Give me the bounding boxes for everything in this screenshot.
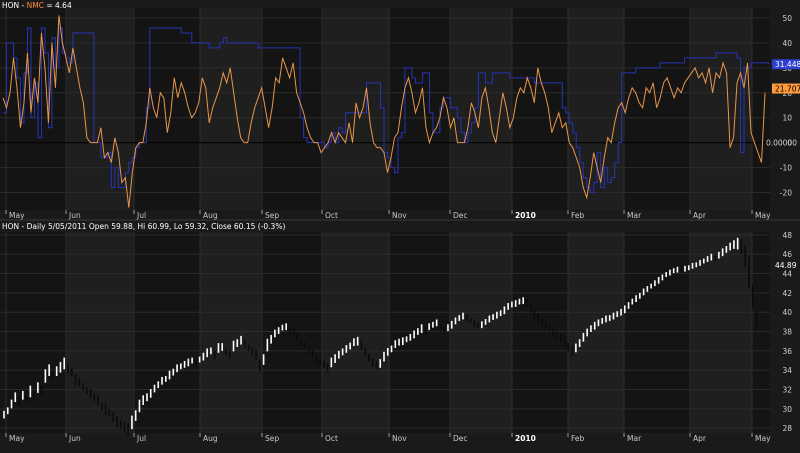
x-tick-label: Mar (627, 434, 642, 443)
series-line-blue (3, 27, 769, 194)
x-tick-label: Jul (136, 434, 146, 443)
x-tick-label: Dec (453, 434, 468, 443)
x-tick-label: Aug (203, 211, 218, 220)
month-band (512, 8, 568, 210)
x-tick-label: Apr (693, 434, 707, 443)
y-tick-label: 38 (782, 328, 792, 337)
y-tick-label-zero: 0.00000 (766, 139, 797, 148)
month-band (389, 232, 450, 433)
x-tick-label: Aug (203, 434, 218, 443)
x-tick-label: Dec (453, 211, 468, 220)
y-tick-label: 0 (787, 139, 792, 148)
x-tick-label: Feb (571, 434, 585, 443)
month-band (512, 232, 568, 433)
x-tick-label: Feb (571, 211, 585, 220)
y-tick-label: 40 (782, 39, 792, 48)
value-marker-label: 21.7077 (775, 85, 800, 94)
month-band (134, 232, 200, 433)
month-band (690, 8, 752, 210)
month-band (624, 8, 690, 210)
y-tick-label: 30 (782, 405, 792, 414)
month-band (262, 232, 322, 433)
y-tick-label: 42 (782, 289, 792, 298)
y-tick-label: 34 (782, 366, 792, 375)
x-tick-label: Oct (325, 434, 338, 443)
y-tick-label: 46 (782, 250, 792, 259)
indicator-title: HON - NMC = 4.64 (2, 1, 72, 10)
value-marker-orange (772, 83, 800, 94)
month-band (322, 232, 389, 433)
x-tick-label: May (755, 211, 771, 220)
x-tick-label: Jul (136, 211, 146, 220)
month-band (450, 232, 512, 433)
month-band (134, 8, 200, 210)
series-line-nmc (2, 15, 766, 208)
x-tick-label: Apr (693, 211, 707, 220)
month-band (200, 8, 262, 210)
month-band (0, 8, 66, 210)
month-band (568, 8, 624, 210)
indicator-title-value: = 4.64 (44, 1, 72, 10)
x-tick-label: May (755, 434, 771, 443)
month-band (66, 232, 134, 433)
indicator-title-sep: - (19, 1, 26, 10)
x-tick-label: Sep (265, 211, 279, 220)
y-tick-label: 48 (782, 231, 792, 240)
value-marker-label: 31.4489 (775, 60, 800, 69)
x-tick-label: Sep (265, 434, 279, 443)
y-tick-label: -20 (780, 189, 792, 198)
month-band (389, 8, 450, 210)
x-tick-label: 2010 (515, 211, 536, 220)
month-band (752, 8, 770, 210)
indicator-title-name: NMC (27, 1, 44, 10)
x-tick-label: Jun (68, 434, 81, 443)
month-band (200, 232, 262, 433)
month-band (0, 232, 66, 433)
x-tick-label: Nov (392, 211, 407, 220)
x-tick-label: Jun (68, 211, 81, 220)
x-tick-label: May (9, 211, 25, 220)
indicator-title-symbol: HON (2, 1, 19, 10)
last-price-label: 44.89 (775, 261, 797, 270)
x-tick-label: Oct (325, 211, 338, 220)
month-band (66, 8, 134, 210)
month-band (262, 8, 322, 210)
y-tick-label: 40 (782, 308, 792, 317)
x-tick-label: Nov (392, 434, 407, 443)
price-title: HON - Daily 5/05/2011 Open 59.88, Hi 60.… (2, 222, 285, 231)
month-band (568, 232, 624, 433)
y-tick-label: 36 (782, 347, 792, 356)
y-tick-label: 50 (782, 14, 792, 23)
month-band (624, 232, 690, 433)
y-tick-label: 28 (782, 424, 792, 433)
month-band (752, 232, 770, 433)
x-tick-label: May (9, 434, 25, 443)
y-tick-label: 32 (782, 386, 792, 395)
x-tick-label: Mar (627, 211, 642, 220)
y-tick-label: 10 (782, 114, 792, 123)
y-tick-label: -10 (780, 164, 792, 173)
y-tick-label: 44 (782, 270, 792, 279)
x-tick-label: 2010 (515, 434, 536, 443)
value-marker-blue (772, 59, 800, 70)
